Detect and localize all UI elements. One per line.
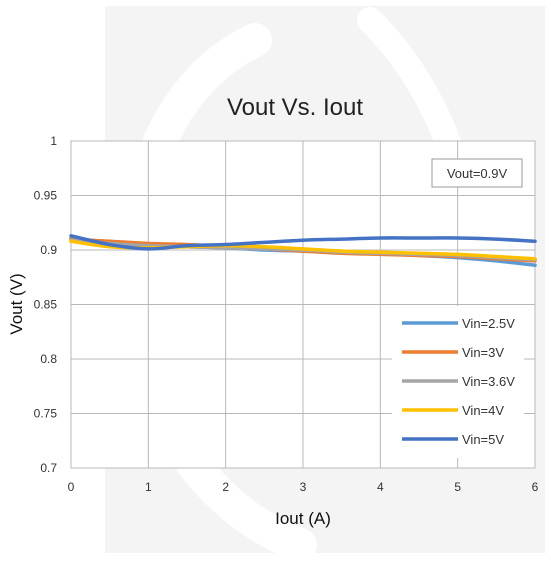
chart-title: Vout Vs. Iout	[227, 94, 363, 121]
y-axis-ticks: 0.7 0.75 0.8 0.85 0.9 0.95 1	[34, 134, 58, 475]
y-axis-label: Vout (V)	[7, 273, 26, 334]
legend-label: Vin=4V	[462, 403, 504, 418]
series-lines	[69, 234, 537, 268]
annotation-box: Vout=0.9V	[431, 158, 523, 188]
x-axis-ticks: 0 1 2 3 4 5 6	[68, 480, 539, 494]
x-tick-label: 3	[300, 480, 307, 494]
series-line-5	[69, 234, 537, 251]
y-tick-label: 0.9	[40, 243, 57, 257]
legend-label: Vin=2.5V	[462, 316, 515, 331]
legend-label: Vin=3V	[462, 345, 504, 360]
x-axis-label: Iout (A)	[275, 509, 331, 528]
legend-label: Vin=5V	[462, 432, 504, 447]
x-tick-label: 0	[68, 480, 75, 494]
y-tick-label: 0.8	[40, 352, 57, 366]
y-tick-label: 0.7	[40, 461, 57, 475]
x-tick-label: 2	[222, 480, 229, 494]
y-tick-label: 0.75	[34, 407, 58, 421]
x-tick-label: 4	[377, 480, 384, 494]
x-tick-label: 6	[532, 480, 539, 494]
legend-label: Vin=3.6V	[462, 374, 515, 389]
legend: Vin=2.5V Vin=3V Vin=3.6V Vin=4V Vin=5V	[392, 306, 524, 458]
x-tick-label: 1	[145, 480, 152, 494]
x-tick-label: 5	[454, 480, 461, 494]
y-tick-label: 0.95	[34, 189, 58, 203]
annotation-text: Vout=0.9V	[447, 166, 508, 181]
y-tick-label: 0.85	[34, 298, 58, 312]
y-tick-label: 1	[50, 134, 57, 148]
